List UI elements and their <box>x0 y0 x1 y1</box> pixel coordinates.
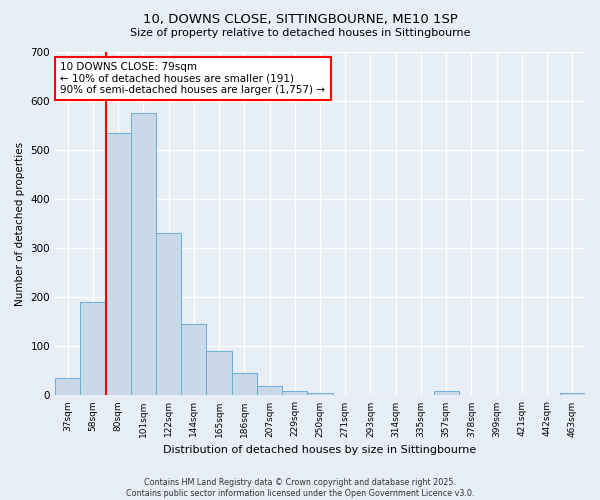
Bar <box>232 374 257 396</box>
Bar <box>434 392 459 396</box>
Bar <box>80 302 106 396</box>
Y-axis label: Number of detached properties: Number of detached properties <box>15 142 25 306</box>
Text: 10 DOWNS CLOSE: 79sqm
← 10% of detached houses are smaller (191)
90% of semi-det: 10 DOWNS CLOSE: 79sqm ← 10% of detached … <box>61 62 325 95</box>
Bar <box>257 386 282 396</box>
Text: Contains HM Land Registry data © Crown copyright and database right 2025.
Contai: Contains HM Land Registry data © Crown c… <box>126 478 474 498</box>
Bar <box>282 392 307 396</box>
Text: Size of property relative to detached houses in Sittingbourne: Size of property relative to detached ho… <box>130 28 470 38</box>
Bar <box>55 378 80 396</box>
Bar <box>106 132 131 396</box>
Bar <box>307 393 332 396</box>
Bar <box>560 393 585 396</box>
X-axis label: Distribution of detached houses by size in Sittingbourne: Distribution of detached houses by size … <box>163 445 476 455</box>
Bar <box>206 351 232 396</box>
Bar <box>181 324 206 396</box>
Bar <box>156 234 181 396</box>
Bar <box>131 113 156 396</box>
Text: 10, DOWNS CLOSE, SITTINGBOURNE, ME10 1SP: 10, DOWNS CLOSE, SITTINGBOURNE, ME10 1SP <box>143 12 457 26</box>
